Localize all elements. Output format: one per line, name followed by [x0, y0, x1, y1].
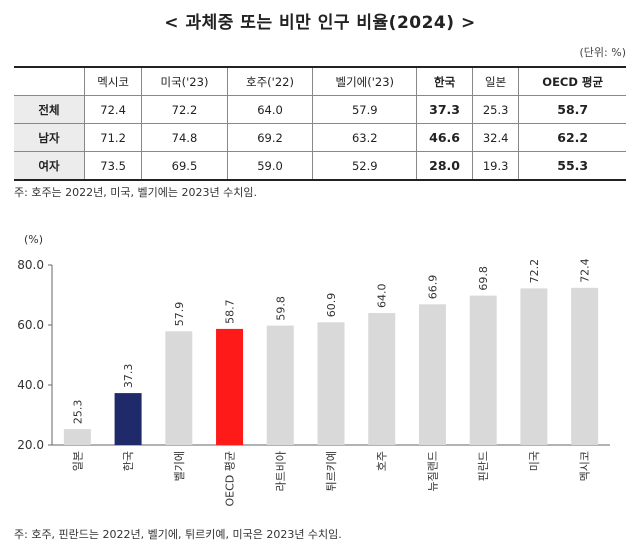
- table-cell: 57.9: [312, 95, 418, 124]
- table-cell: 71.2: [83, 123, 143, 152]
- data-table: 멕시코 미국('23) 호주('22) 벨기에('23) 한국 일본 OECD …: [14, 66, 626, 181]
- x-tick-label: OECD 평균: [224, 451, 237, 507]
- bar: [469, 295, 497, 445]
- bar: [317, 322, 345, 445]
- table-cell: 74.8: [141, 123, 228, 152]
- x-tick-label: 핀란드: [477, 451, 490, 481]
- y-tick-label: 40.0: [17, 378, 44, 392]
- data-label: 59.8: [274, 296, 287, 321]
- table-cell: 69.2: [226, 123, 314, 152]
- table-row: 전체 72.4 72.2 64.0 57.9 37.3 25.3 58.7: [14, 95, 626, 124]
- data-label: 58.7: [224, 299, 237, 324]
- bar: [216, 328, 244, 445]
- data-label: 37.3: [122, 364, 135, 389]
- table-cell: 28.0: [416, 151, 473, 181]
- row-header: 전체: [14, 95, 85, 124]
- table-cell: 46.6: [416, 123, 473, 152]
- table-cell: 55.3: [518, 151, 626, 181]
- bar: [165, 331, 193, 445]
- table-cell: 64.0: [226, 95, 314, 124]
- data-label: 60.9: [325, 293, 338, 318]
- y-axis-label: (%): [24, 233, 43, 246]
- x-tick-label: 호주: [376, 451, 389, 471]
- table-note: 주: 호주는 2022년, 미국, 벨기에는 2023년 수치임.: [14, 186, 257, 199]
- x-tick-label: 멕시코: [579, 451, 592, 481]
- table-row: 여자 73.5 69.5 59.0 52.9 28.0 19.3 55.3: [14, 151, 626, 181]
- table-corner: [14, 66, 85, 96]
- y-tick-label: 80.0: [17, 258, 44, 272]
- data-label: 64.0: [376, 284, 389, 309]
- data-label: 72.4: [579, 258, 592, 283]
- unit-label: (단위: %): [579, 46, 626, 59]
- table-cell: 32.4: [471, 123, 520, 152]
- table-cell: 52.9: [312, 151, 418, 181]
- x-tick-label: 한국: [122, 451, 135, 471]
- data-label: 57.9: [173, 302, 186, 327]
- table-cell: 37.3: [416, 95, 473, 124]
- row-header: 여자: [14, 151, 85, 181]
- bar: [368, 313, 396, 445]
- y-tick-label: 60.0: [17, 318, 44, 332]
- table-cell: 59.0: [226, 151, 314, 181]
- chart-note: 주: 호주, 핀란드는 2022년, 벨기에, 튀르키예, 미국은 2023년 …: [14, 528, 342, 541]
- column-header: 벨기에('23): [312, 66, 418, 96]
- table-cell: 58.7: [518, 95, 626, 124]
- bar-chart: (%) 20.0 40.0 60.0 80.0 25.3 일본 37.3 한국 57.9 벨기에 58…: [17, 233, 610, 507]
- x-tick-label: 벨기에: [173, 451, 186, 481]
- y-tick-label: 20.0: [17, 438, 44, 452]
- column-header: 호주('22): [226, 66, 314, 96]
- column-header: 멕시코: [83, 66, 143, 96]
- column-header: 한국: [416, 66, 473, 96]
- table-cell: 62.2: [518, 123, 626, 152]
- bar: [520, 288, 548, 445]
- column-header: OECD 평균: [518, 66, 626, 96]
- x-tick-label: 미국: [528, 451, 541, 471]
- x-tick-label: 뉴질랜드: [426, 451, 439, 491]
- page-title: < 과체중 또는 비만 인구 비율(2024) >: [164, 13, 476, 33]
- column-header: 미국('23): [141, 66, 228, 96]
- data-label: 69.8: [477, 266, 490, 291]
- table-cell: 73.5: [83, 151, 143, 181]
- data-label: 72.2: [528, 259, 541, 284]
- table-row: 남자 71.2 74.8 69.2 63.2 46.6 32.4 62.2: [14, 123, 626, 152]
- bar: [114, 393, 142, 445]
- bar: [266, 325, 294, 445]
- row-header: 남자: [14, 123, 85, 152]
- table-cell: 63.2: [312, 123, 418, 152]
- table-cell: 72.2: [141, 95, 228, 124]
- bar: [418, 304, 446, 445]
- bar: [63, 429, 91, 445]
- table-cell: 25.3: [471, 95, 520, 124]
- column-header: 일본: [471, 66, 520, 96]
- table-cell: 69.5: [141, 151, 228, 181]
- x-tick-label: 일본: [70, 451, 84, 471]
- bar: [571, 287, 599, 445]
- data-label: 66.9: [426, 275, 439, 300]
- table-cell: 19.3: [471, 151, 520, 181]
- x-tick-label: 라트비아: [274, 451, 287, 491]
- table-cell: 72.4: [83, 95, 143, 124]
- x-tick-label: 튀르키예: [325, 451, 338, 491]
- table-header-row: 멕시코 미국('23) 호주('22) 벨기에('23) 한국 일본 OECD …: [14, 66, 626, 96]
- data-label: 25.3: [71, 400, 84, 425]
